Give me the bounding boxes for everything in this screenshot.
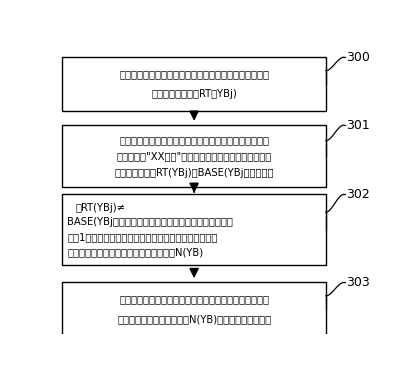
Text: 若RT(YBj)≠: 若RT(YBj)≠ [75,203,125,213]
Text: 巡检结束后以自动巡检稳控装置为单位，通过告警推送压: 巡检结束后以自动巡检稳控装置为单位，通过告警推送压 [119,295,269,304]
FancyBboxPatch shape [62,125,326,187]
Text: BASE(YBj），则当前的自动巡检稳控装置不一致压板数: BASE(YBj），则当前的自动巡检稳控装置不一致压板数 [67,217,233,227]
Text: 取稳控装置"XX压板"的实时投退状态，和其对应的压板: 取稳控装置"XX压板"的实时投退状态，和其对应的压板 [116,151,272,161]
FancyBboxPatch shape [62,282,326,336]
Text: 301: 301 [346,118,370,132]
Text: 目加1，遍历该自动巡检稳控装置所有压板，得到压板实: 目加1，遍历该自动巡检稳控装置所有压板，得到压板实 [67,232,218,242]
Text: 板巡检中不一致的压板个数N(YB)，并记录至告警库中: 板巡检中不一致的压板个数N(YB)，并记录至告警库中 [117,314,271,324]
Text: 自动巡检稳控装置的在线监测及管理系统获取稳控装置压: 自动巡检稳控装置的在线监测及管理系统获取稳控装置压 [119,69,269,80]
FancyBboxPatch shape [62,194,326,265]
Text: 际投退状态和压板基准状态不一致的数目N(YB): 际投退状态和压板基准状态不一致的数目N(YB) [67,247,203,257]
FancyBboxPatch shape [62,57,326,111]
Text: 到达巡检时刻后，所述在线监测及管理系统从数据库中读: 到达巡检时刻后，所述在线监测及管理系统从数据库中读 [119,135,269,145]
Text: 302: 302 [346,188,370,201]
Text: 板的实时投退状态RT（YBj): 板的实时投退状态RT（YBj) [151,88,237,99]
Text: 300: 300 [346,51,370,64]
Text: 基准状态，比较RT(YBj)和BASE(YBj）是否相同: 基准状态，比较RT(YBj)和BASE(YBj）是否相同 [114,168,274,177]
Text: 303: 303 [346,276,370,289]
